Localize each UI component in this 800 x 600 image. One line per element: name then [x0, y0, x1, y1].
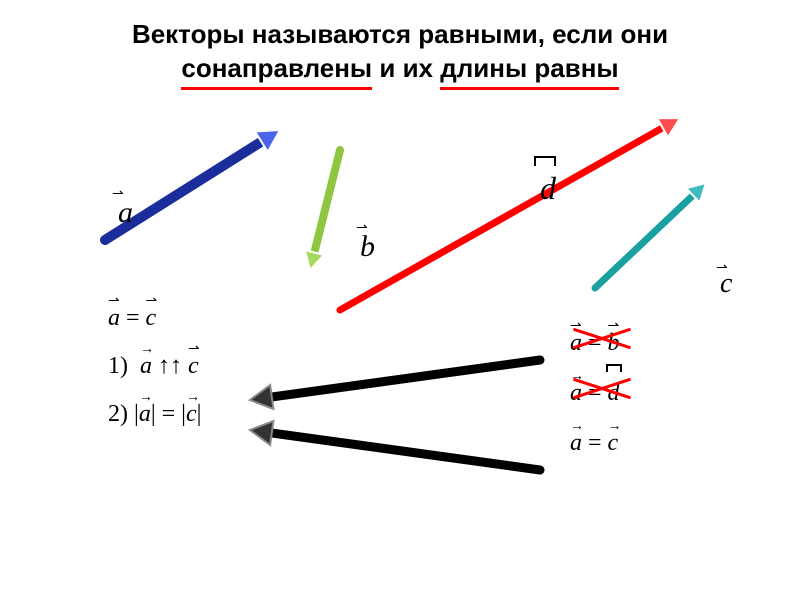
- eq-condition-2: 2) |→a| = |→c|: [108, 396, 201, 432]
- left-equations: ⇀a = ⇀c 1) →a ↑↑ ⇀c 2) |→a| = |→c|: [108, 300, 201, 432]
- title-underlined-1: сонаправлены: [181, 52, 372, 86]
- title-line-1: Векторы называются равными, если они: [0, 18, 800, 52]
- title-mid: и их: [379, 53, 440, 83]
- eq-a-equals-b: ⇀a = ⇀b: [570, 325, 620, 361]
- label-d: d: [540, 170, 556, 207]
- title-line-2: сонаправлены и их длины равны: [0, 52, 800, 86]
- eq-a-equals-d: →a = d: [570, 375, 620, 411]
- title-underlined-2: длины равны: [440, 52, 618, 86]
- right-equations: ⇀a = ⇀b →a = d →a = →c: [570, 325, 620, 461]
- eq-a-equals-c-right: →a = →c: [570, 425, 620, 461]
- underline-2: [440, 87, 618, 90]
- label-c: ⇀ c: [720, 268, 732, 300]
- eq-a-equals-c: ⇀a = ⇀c: [108, 300, 201, 336]
- underline-1: [181, 87, 372, 90]
- label-b: ⇀ b: [360, 230, 375, 264]
- title: Векторы называются равными, если они сон…: [0, 0, 800, 86]
- eq-condition-1: 1) →a ↑↑ ⇀c: [108, 348, 201, 384]
- label-a: ⇀ a: [118, 196, 133, 230]
